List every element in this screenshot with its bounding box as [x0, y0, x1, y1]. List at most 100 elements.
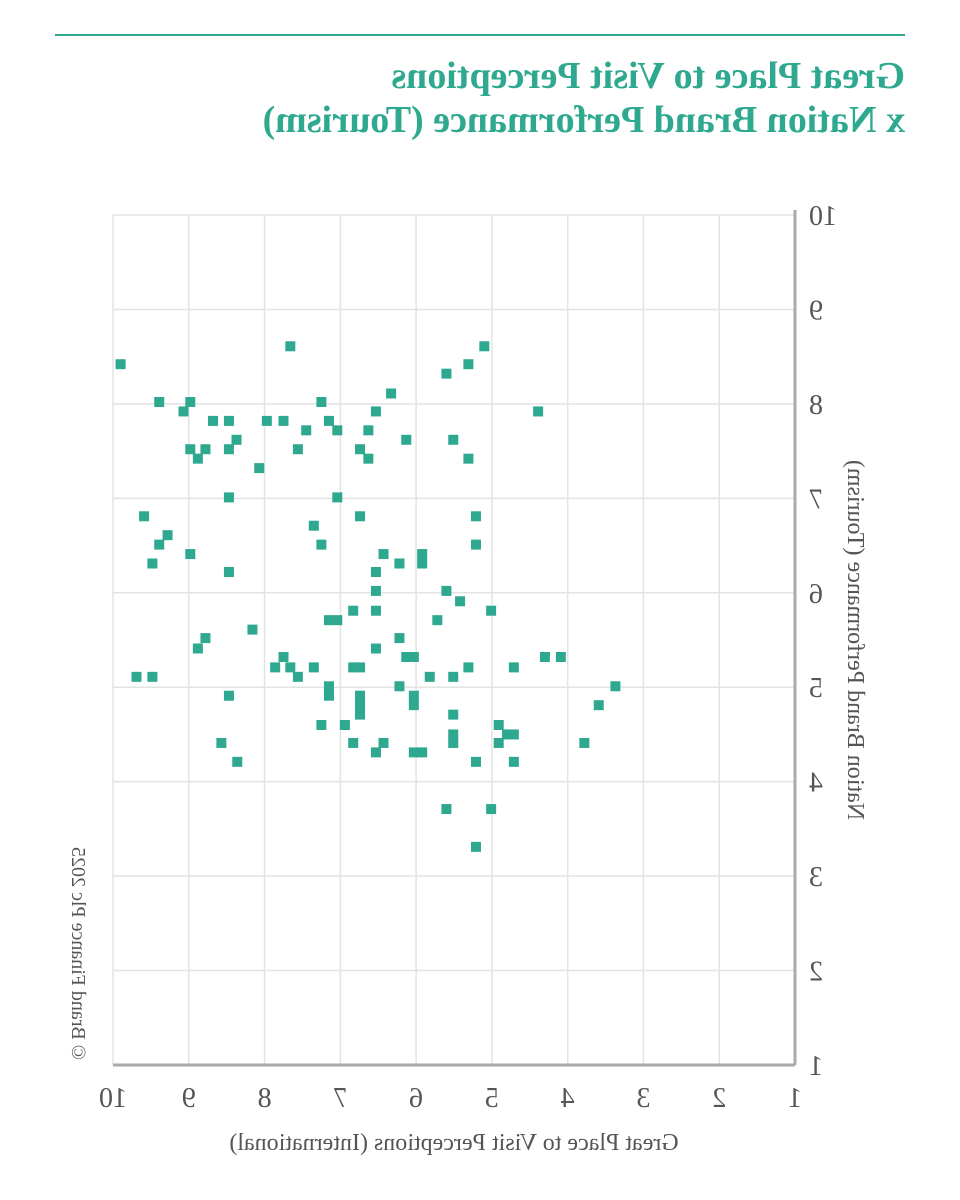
y-tick-label: 2 — [809, 957, 823, 988]
point — [408, 700, 419, 711]
point — [355, 690, 366, 701]
y-tick-label: 10 — [809, 201, 837, 232]
y-tick-label: 8 — [809, 390, 823, 421]
point — [323, 415, 334, 426]
point — [394, 681, 405, 692]
point — [185, 397, 196, 407]
point — [185, 444, 196, 455]
point — [192, 453, 203, 464]
point — [370, 643, 381, 654]
x-tick-label: 2 — [712, 1083, 726, 1114]
y-axis-title: Nation Brand Performance (Tourism) — [842, 460, 868, 820]
point — [223, 415, 234, 426]
point — [316, 397, 327, 407]
point — [208, 415, 219, 426]
point — [441, 368, 452, 379]
point — [370, 406, 381, 417]
point — [508, 756, 519, 767]
point — [448, 434, 459, 445]
chart-title: Great Place to Visit Perceptions — [391, 55, 905, 97]
point — [463, 662, 474, 673]
point — [486, 804, 497, 815]
point — [432, 615, 443, 626]
y-tick-label: 6 — [809, 579, 823, 610]
point — [254, 463, 265, 474]
point — [417, 558, 428, 569]
point — [355, 709, 366, 720]
point — [448, 671, 459, 682]
point — [348, 737, 359, 748]
x-tick-label: 4 — [561, 1083, 575, 1114]
y-tick-label: 1 — [809, 1051, 823, 1082]
x-tick-label: 7 — [333, 1083, 347, 1114]
point — [355, 511, 366, 522]
point — [363, 425, 374, 436]
point — [223, 690, 234, 701]
point — [593, 700, 604, 711]
point — [247, 624, 258, 635]
point — [278, 415, 289, 426]
point — [455, 596, 466, 607]
point — [301, 425, 312, 436]
x-tick-label: 10 — [99, 1083, 127, 1114]
point — [470, 756, 481, 767]
point — [131, 671, 142, 682]
point — [470, 511, 481, 522]
point — [308, 520, 319, 531]
point — [223, 444, 234, 455]
point — [408, 652, 419, 662]
point — [441, 585, 452, 596]
point — [323, 690, 334, 701]
point — [370, 567, 381, 577]
point — [162, 530, 173, 541]
point — [408, 690, 419, 701]
point — [539, 652, 550, 662]
point — [401, 652, 412, 662]
point — [555, 652, 566, 662]
point — [370, 605, 381, 616]
x-tick-label: 6 — [409, 1083, 423, 1114]
point — [417, 549, 428, 560]
point — [231, 434, 242, 445]
point — [147, 671, 158, 682]
point — [261, 415, 272, 426]
point — [292, 444, 303, 455]
point — [316, 539, 327, 550]
point — [332, 425, 343, 436]
point — [285, 662, 296, 673]
point — [278, 652, 289, 662]
point — [533, 406, 544, 417]
footnote: © Brand Finance Plc 2025 — [67, 847, 89, 1060]
y-tick-label: 4 — [809, 768, 823, 799]
point — [486, 605, 497, 616]
point — [370, 585, 381, 596]
point — [348, 605, 359, 616]
point — [332, 492, 343, 503]
point — [216, 737, 227, 748]
point — [192, 643, 203, 654]
point — [355, 662, 366, 673]
y-tick-label: 7 — [809, 484, 823, 515]
x-tick-label: 9 — [182, 1083, 196, 1114]
point — [508, 662, 519, 673]
point — [292, 671, 303, 682]
point — [200, 444, 211, 455]
point — [232, 756, 243, 767]
x-tick-label: 3 — [636, 1083, 650, 1114]
point — [308, 662, 319, 673]
point — [355, 700, 366, 711]
point — [386, 388, 397, 399]
point — [502, 729, 513, 740]
point — [493, 737, 504, 748]
x-axis-title: Great Place to Visit Perceptions (Intern… — [229, 1130, 678, 1156]
point — [363, 453, 374, 464]
point — [348, 662, 359, 673]
point — [185, 549, 196, 560]
point — [370, 747, 381, 758]
point — [339, 720, 350, 730]
point — [401, 434, 412, 445]
point — [470, 539, 481, 550]
point — [378, 549, 389, 560]
point — [355, 444, 366, 455]
